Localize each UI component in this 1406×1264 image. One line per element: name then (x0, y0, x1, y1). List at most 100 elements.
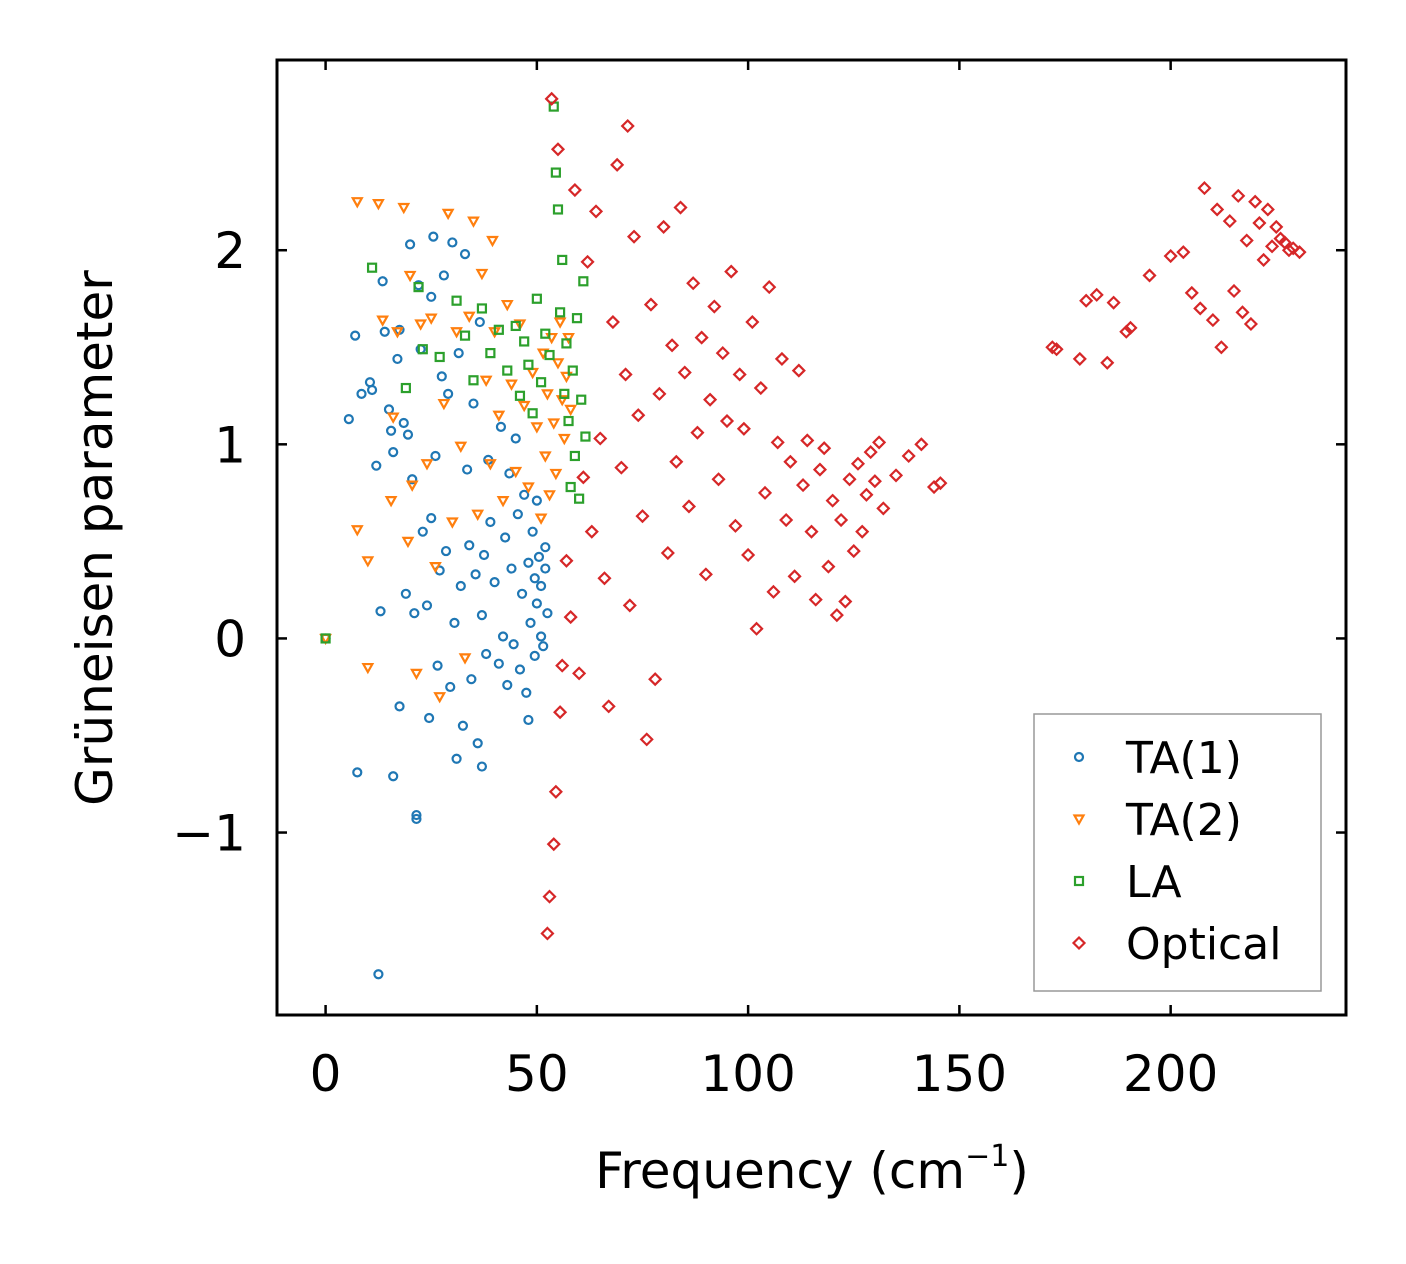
data-point-optical (597, 571, 612, 586)
data-point-la (413, 282, 424, 293)
data-point-ta1 (426, 291, 437, 302)
x-tick-labels: 0 50 100 150 200 (310, 1045, 1219, 1103)
data-point-ta2 (405, 480, 419, 492)
data-point-optical (620, 118, 635, 134)
data-point-ta1 (459, 249, 471, 260)
data-point-optical (639, 732, 654, 747)
data-point-optical (791, 363, 806, 378)
data-point-ta1 (519, 489, 530, 500)
data-point-ta1 (535, 580, 547, 592)
data-point-ta1 (478, 549, 490, 561)
legend-label-optical: Optical (1126, 919, 1281, 970)
data-point-ta1 (377, 276, 388, 287)
data-point-optical (745, 314, 760, 330)
data-point-ta2 (350, 525, 364, 537)
data-point-la (451, 295, 462, 306)
data-point-optical (876, 501, 891, 516)
data-point-optical (542, 889, 557, 904)
legend-markers (1071, 751, 1087, 951)
data-point-la (578, 276, 589, 287)
data-point-optical (1142, 268, 1157, 283)
data-point-ta1 (481, 648, 492, 660)
data-point-ta2 (557, 433, 571, 446)
data-point-optical (1184, 285, 1199, 300)
data-point-ta1 (540, 542, 551, 553)
data-point-ta1 (411, 809, 422, 821)
data-point-optical (665, 338, 680, 353)
data-point-optical (622, 598, 637, 613)
data-point-ta2 (372, 199, 385, 211)
data-point-ta2 (541, 389, 554, 401)
data-point-optical (544, 91, 559, 106)
data-point-optical (850, 456, 866, 471)
data-point-la (519, 336, 530, 347)
data-point-optical (669, 454, 684, 469)
data-point-ta1 (464, 540, 475, 551)
data-point-optical (825, 493, 840, 508)
data-point-optical (1214, 340, 1229, 355)
data-point-optical (572, 666, 587, 681)
data-point-ta1 (398, 417, 409, 429)
data-point-optical (757, 485, 773, 500)
data-point-ta2 (513, 319, 527, 331)
data-point-ta1 (512, 509, 523, 520)
data-point-ta1 (527, 526, 538, 537)
data-point-la (552, 204, 564, 215)
data-point-optical (1100, 355, 1115, 370)
data-point-ta1 (489, 577, 500, 588)
data-point-la (544, 349, 555, 361)
data-point-ta1 (366, 384, 378, 396)
data-point-ta1 (451, 753, 462, 764)
data-point-ta2 (560, 371, 573, 384)
data-point-optical (770, 435, 785, 450)
data-point-optical (567, 182, 582, 198)
data-point-optical (1210, 202, 1225, 217)
data-point-la (531, 293, 542, 304)
data-point-optical (553, 705, 568, 720)
data-point-ta1 (409, 608, 420, 619)
legend-label-ta2: TA(2) (1125, 795, 1242, 846)
data-point-optical (1252, 215, 1267, 231)
data-point-optical (863, 445, 878, 460)
data-point-ta1 (538, 641, 549, 652)
data-point-ta2 (538, 451, 552, 463)
data-point-ta1 (449, 617, 460, 629)
data-point-ta2 (530, 422, 544, 434)
data-point-la (493, 324, 504, 335)
data-point-ta2 (454, 441, 468, 454)
data-point-optical (690, 425, 705, 440)
data-point-optical (1243, 316, 1258, 332)
data-point-ta1 (356, 388, 367, 399)
data-point-ta1 (462, 464, 473, 475)
data-point-ta2 (496, 496, 510, 508)
data-point-optical (555, 658, 570, 673)
data-point-optical (736, 421, 751, 436)
data-point-la (561, 338, 572, 349)
data-point-optical (563, 610, 578, 625)
data-point-optical (1260, 202, 1275, 217)
data-point-ta2 (564, 404, 578, 417)
data-point-la (565, 481, 576, 493)
data-point-optical (652, 386, 667, 401)
data-point-optical (707, 299, 722, 314)
data-point-optical (610, 157, 625, 172)
data-point-ta1 (493, 658, 504, 669)
data-point-ta1 (417, 526, 428, 537)
legend-marker-la (1073, 875, 1085, 887)
data-point-optical (1193, 301, 1208, 316)
data-point-la (514, 390, 526, 401)
data-point-optical (580, 254, 595, 269)
data-point-la (535, 377, 547, 388)
data-point-ta2 (486, 235, 499, 248)
data-point-ta2 (441, 208, 455, 221)
data-point-ta1 (508, 639, 519, 650)
x-tick-label: 0 (310, 1045, 342, 1103)
data-point-optical (762, 280, 777, 295)
data-point-ta1 (388, 771, 399, 782)
data-point-optical (829, 608, 844, 623)
data-point-ta1 (440, 545, 452, 557)
data-point-ta1 (455, 580, 466, 592)
data-point-optical (888, 468, 904, 483)
data-point-ta1 (531, 495, 542, 506)
data-point-optical (588, 204, 604, 219)
